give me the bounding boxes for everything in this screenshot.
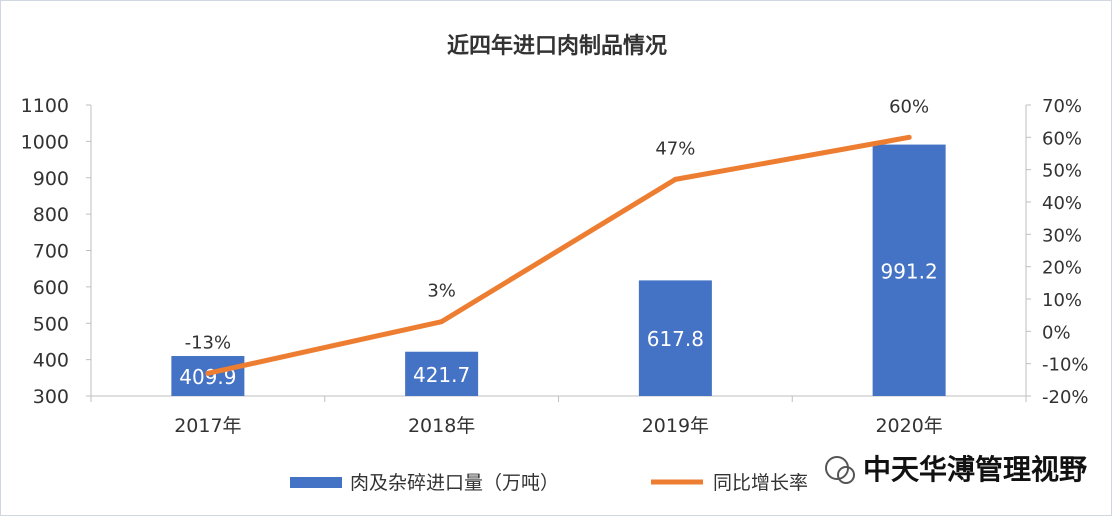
chart-title: 近四年进口肉制品情况 [447, 33, 667, 59]
legend-swatch-bar [290, 477, 342, 488]
line-data-label: 47% [655, 138, 695, 159]
y-left-tick-label: 300 [33, 386, 69, 408]
y-left-tick-label: 600 [33, 277, 69, 299]
line-data-label: -13% [185, 332, 232, 353]
x-tick-label: 2019年 [642, 415, 709, 437]
y-right-tick-label: -10% [1042, 355, 1089, 376]
y-left-tick-label: 1000 [21, 131, 69, 153]
y-right-tick-label: 60% [1042, 128, 1082, 149]
legend-label-bar: 肉及杂碎进口量（万吨） [350, 472, 559, 494]
y-left-tick-label: 1100 [21, 95, 69, 117]
legend: 肉及杂碎进口量（万吨） 同比增长率 [290, 472, 808, 494]
line-point [205, 370, 211, 376]
line-data-label: 60% [889, 96, 929, 117]
y-right-tick-label: 30% [1042, 225, 1082, 246]
y-right-tick-label: 40% [1042, 193, 1082, 214]
bar [638, 280, 712, 396]
line-point [672, 176, 678, 182]
watermark: 中天华溥管理视野 [825, 452, 1089, 488]
bar [872, 144, 946, 396]
x-tick-label: 2017年 [174, 415, 241, 437]
legend-label-line: 同比增长率 [713, 472, 808, 494]
line-point [906, 134, 912, 140]
y-left-tick-label: 700 [33, 241, 69, 263]
y-right-tick-label: 10% [1042, 290, 1082, 311]
y-left-tick-label: 800 [33, 204, 69, 226]
series-line [205, 134, 912, 376]
y-right-tick-label: 70% [1042, 96, 1082, 117]
axes: 300 400 500 600 700 800 900 1000 1100 -20% -10% 0% 1… [21, 95, 1089, 437]
bar-data-label: 617.8 [647, 327, 704, 351]
bar-data-label: 991.2 [880, 259, 937, 283]
y-left-tick-label: 900 [33, 168, 69, 190]
line-data-label: 3% [427, 281, 456, 302]
y-right-tick-label: 0% [1042, 322, 1071, 343]
line-point [439, 319, 445, 325]
watermark-text: 中天华溥管理视野 [863, 453, 1087, 486]
x-tick-label: 2020年 [875, 415, 942, 437]
x-tick-label: 2018年 [408, 415, 475, 437]
wechat-icon-bubble [837, 466, 855, 484]
y-right-tick-label: 20% [1042, 258, 1082, 279]
y-right-tick-label: 50% [1042, 161, 1082, 182]
bar [171, 356, 245, 396]
line-series: -13% 3% 47% 60% [185, 96, 929, 376]
bar-data-label: 421.7 [413, 363, 470, 387]
y-left-tick-label: 400 [33, 350, 69, 372]
y-right-tick-label: -20% [1042, 387, 1089, 408]
bar [405, 351, 479, 396]
y-left-tick-label: 500 [33, 313, 69, 335]
